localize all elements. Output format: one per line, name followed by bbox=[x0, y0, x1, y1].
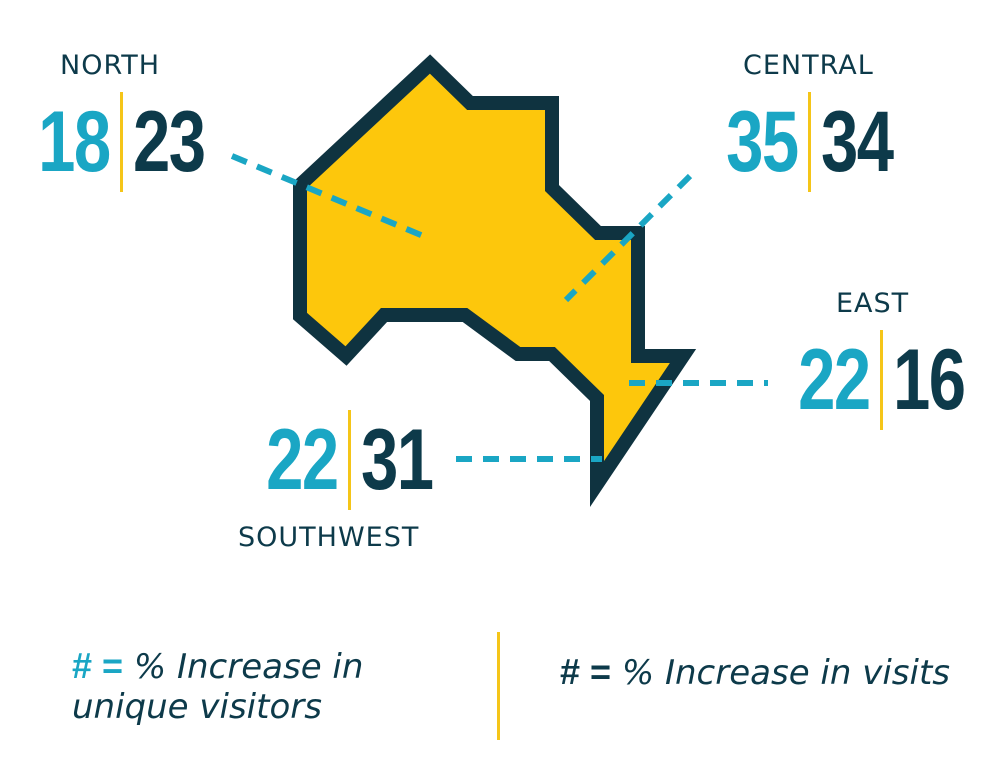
north-visitors-value: 18 bbox=[38, 94, 111, 190]
leader-lines bbox=[230, 153, 768, 462]
east-label: EAST bbox=[836, 288, 910, 319]
north-leader-line bbox=[230, 153, 430, 241]
east-visits-value: 16 bbox=[892, 332, 966, 428]
legend-visits: # = % Increase in visits bbox=[560, 651, 960, 694]
province-shape bbox=[293, 54, 697, 507]
legend-visitors-text: % Increase in unique visitors bbox=[72, 647, 364, 727]
southwest-visits-value: 31 bbox=[360, 412, 434, 508]
legend-visits-symbol: # = bbox=[560, 651, 612, 692]
southwest-divider bbox=[347, 410, 351, 510]
central-stats: 35 34 bbox=[706, 92, 912, 192]
north-label: NORTH bbox=[60, 50, 161, 81]
east-stats: 22 16 bbox=[778, 330, 984, 430]
legend-visitors: # = % Increase in unique visitors bbox=[72, 645, 472, 728]
east-divider bbox=[879, 330, 883, 430]
north-stats: 18 23 bbox=[18, 92, 224, 192]
legend-divider bbox=[497, 632, 500, 740]
central-visits-value: 34 bbox=[820, 94, 894, 190]
southwest-label: SOUTHWEST bbox=[238, 522, 420, 553]
legend-visits-text: % Increase in visits bbox=[621, 653, 950, 693]
southwest-visitors-value: 22 bbox=[266, 412, 339, 508]
north-visits-value: 23 bbox=[132, 94, 206, 190]
central-label: CENTRAL bbox=[743, 50, 874, 81]
southwest-stats: 22 31 bbox=[246, 410, 452, 510]
central-leader-line bbox=[563, 173, 693, 303]
central-visitors-value: 35 bbox=[726, 94, 799, 190]
north-divider bbox=[119, 92, 123, 192]
central-divider bbox=[807, 92, 811, 192]
east-visitors-value: 22 bbox=[798, 332, 871, 428]
legend-visitors-symbol: # = bbox=[72, 645, 124, 686]
